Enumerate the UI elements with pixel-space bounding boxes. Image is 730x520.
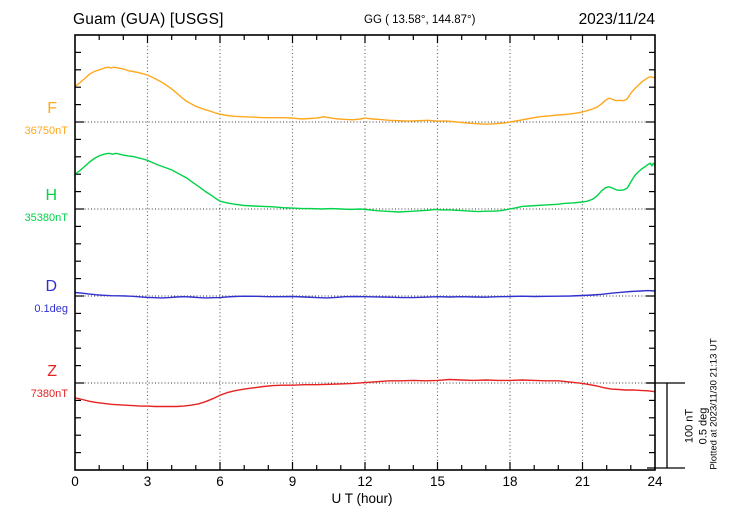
series-baseline-H: 35380nT: [24, 212, 68, 224]
plot-frame: [74, 34, 656, 471]
series-baseline-Z: 7380nT: [30, 388, 68, 400]
x-tick-label: 9: [288, 474, 297, 489]
x-tick-label: 0: [71, 474, 79, 489]
series-label-Z: Z 7380nT: [0, 364, 68, 400]
station-title: Guam (GUA) [USGS]: [73, 11, 224, 28]
series-label-H: H 35380nT: [0, 188, 68, 224]
x-tick-label: 21: [574, 474, 591, 489]
observation-date: 2023/11/24: [578, 11, 655, 28]
series-baseline-D: 0.1deg: [34, 303, 68, 315]
series-letter-H: H: [45, 187, 57, 204]
x-tick-label: 12: [357, 474, 373, 489]
series-label-F: F 36750nT: [0, 101, 68, 137]
x-tick-label: 15: [429, 474, 446, 489]
series-baseline-F: 36750nT: [24, 125, 68, 137]
x-axis-title: U T (hour): [331, 491, 393, 506]
geographic-coordinates: GG ( 13.58°, 144.87°): [364, 14, 476, 26]
trace-H: [74, 152, 656, 213]
scale-bar: [647, 382, 685, 469]
x-tick-label: 3: [143, 474, 152, 489]
series-letter-F: F: [47, 100, 57, 117]
x-tick-label: 24: [647, 474, 663, 489]
x-tick-label: 6: [216, 474, 224, 489]
scale-bar-label-nt: 100 nT: [683, 408, 696, 444]
x-tick-label: 18: [502, 474, 518, 489]
trace-F: [74, 66, 656, 125]
trace-D: [74, 289, 656, 299]
series-letter-D: D: [45, 278, 57, 295]
series-label-D: D 0.1deg: [0, 279, 68, 315]
plotted-timestamp-note: Plotted at 2023/11/30 21:13 UT: [708, 338, 720, 470]
scale-bar-label: 100 nT 0.5 deg: [683, 408, 711, 445]
x-axis-tick-labels: 0 3 6 9 12 15 18 21 24: [0, 474, 730, 490]
series-letter-Z: Z: [47, 363, 57, 380]
trace-Z: [74, 378, 656, 408]
